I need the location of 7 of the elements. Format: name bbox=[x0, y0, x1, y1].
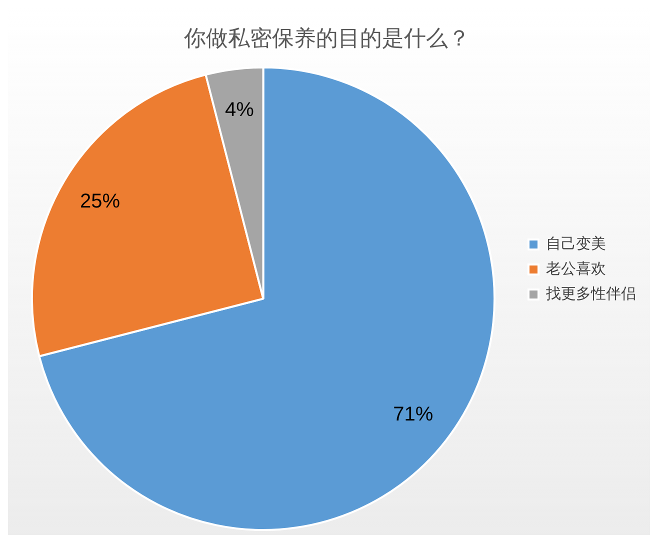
legend-label: 老公喜欢 bbox=[546, 260, 606, 278]
data-label: 71% bbox=[393, 403, 434, 426]
chart-title: 你做私密保养的目的是什么？ bbox=[183, 25, 470, 50]
legend-label: 找更多性伴侣 bbox=[545, 286, 636, 303]
data-label: 4% bbox=[225, 99, 254, 122]
legend-label: 自己变美 bbox=[546, 236, 606, 253]
data-label: 25% bbox=[80, 190, 120, 213]
